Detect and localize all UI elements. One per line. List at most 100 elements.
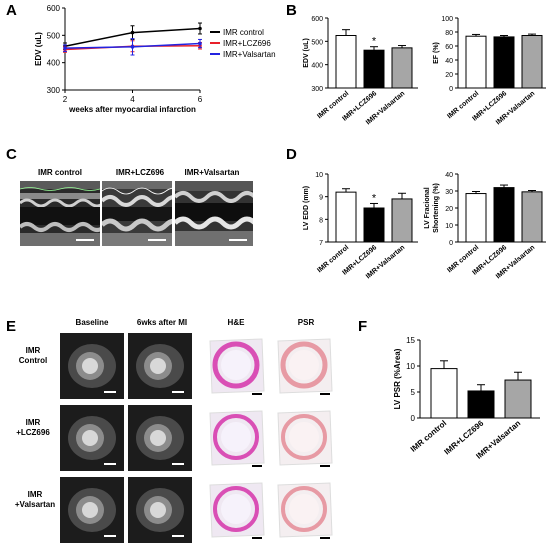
panel-letter-c: C: [6, 146, 17, 163]
y-tick-label: 5: [411, 388, 416, 397]
x-tick-label: 4: [130, 95, 135, 104]
row-head-control-line1: IMR: [25, 346, 41, 355]
thumb-valsartan-week6: [128, 477, 192, 543]
thumb-control-he: [204, 333, 268, 399]
row-head-lcz696-line2: +LCZ696: [16, 428, 50, 437]
y-tick-label: 0: [449, 86, 453, 93]
x-axis-label: weeks after myocardial infarction: [68, 105, 196, 114]
scale-bar: [104, 535, 116, 537]
y-tick-label: 500: [311, 39, 323, 46]
thumb-lcz696-baseline: [60, 405, 124, 471]
y-tick-label: 300: [311, 86, 323, 93]
y-tick-label: 40: [445, 172, 453, 179]
row-head-valsartan: IMR +Valsartan: [10, 490, 60, 510]
mri-lv-cavity: [82, 358, 98, 374]
myocardium-ring: [281, 486, 327, 532]
row-head-control: IMR Control: [10, 346, 56, 366]
y-tick-label: 40: [445, 58, 453, 65]
bar: [363, 49, 385, 89]
thumb-control-week6: [128, 333, 192, 399]
data-point: [130, 45, 135, 49]
thumb-control-psr: [272, 333, 336, 399]
y-tick-label: 500: [47, 31, 61, 40]
myocardium-ring: [281, 414, 327, 460]
row-head-lcz696: IMR +LCZ696: [10, 418, 56, 438]
legend-label: IMR+LCZ696: [223, 39, 271, 48]
myocardium-ring: [213, 414, 259, 460]
mri-lv-cavity: [150, 430, 166, 446]
bar: [391, 47, 413, 89]
y-tick-label: 20: [445, 72, 453, 79]
myocardium-ring: [212, 341, 260, 389]
y-axis-label: LV Fracional: [424, 187, 431, 229]
scale-bar: [252, 537, 262, 539]
y-tick-label: 9: [319, 195, 323, 202]
row-head-control-line2: Control: [18, 356, 48, 365]
bar: [391, 198, 413, 243]
x-tick-label: 2: [63, 95, 68, 104]
panel-letter-f: F: [358, 318, 368, 335]
echo-label-control: IMR control: [38, 168, 82, 177]
panel-letter-b: B: [286, 2, 297, 19]
y-tick-label: 8: [319, 217, 323, 224]
row-head-valsartan-line2: +Valsartan: [14, 500, 56, 509]
bar: [335, 191, 357, 243]
thumb-lcz696-week6: [128, 405, 192, 471]
row-head-valsartan-line1: IMR: [27, 490, 43, 499]
mri-lv-cavity: [150, 502, 166, 518]
data-point: [63, 46, 67, 50]
scale-bar: [172, 391, 184, 393]
y-axis-label: Shortening (%): [433, 183, 440, 233]
echo-scale-bar-valsartan: [229, 239, 247, 241]
scale-bar: [172, 535, 184, 537]
mri-lv-cavity: [82, 430, 98, 446]
scale-bar: [172, 463, 184, 465]
bar: [465, 193, 487, 243]
y-axis-label: LV EDD (mm): [303, 186, 310, 230]
y-tick-label: 0: [411, 414, 416, 423]
thumb-lcz696-he: [204, 405, 268, 471]
scale-bar: [252, 465, 262, 467]
myocardium-ring: [213, 486, 259, 532]
echo-image-valsartan: [175, 181, 253, 246]
y-tick-label: 300: [47, 86, 61, 95]
y-tick-label: 30: [445, 189, 453, 196]
lumen: [289, 350, 319, 380]
mri-lv-cavity: [82, 502, 98, 518]
significance-marker: *: [372, 36, 377, 48]
echo-scale-bar-lcz696: [148, 239, 166, 241]
thumb-valsartan-psr: [272, 477, 336, 543]
y-tick-label: 20: [445, 206, 453, 213]
panel-letter-d: D: [286, 146, 297, 163]
y-tick-label: 80: [445, 30, 453, 37]
y-tick-label: 15: [406, 336, 415, 345]
lumen: [221, 422, 251, 452]
lumen: [289, 422, 319, 452]
bar: [363, 207, 385, 243]
y-tick-label: 400: [311, 63, 323, 70]
thumb-valsartan-baseline: [60, 477, 124, 543]
echo-image-control: [20, 181, 100, 246]
data-point: [130, 30, 135, 35]
y-tick-label: 10: [445, 223, 453, 230]
panel-letter-a: A: [6, 2, 17, 19]
y-tick-label: 400: [47, 59, 61, 68]
y-axis-label: EF (%): [433, 42, 440, 64]
significance-marker: *: [372, 192, 377, 204]
thumb-valsartan-he: [204, 477, 268, 543]
lumen: [221, 350, 251, 380]
column-head-baseline: Baseline: [75, 318, 109, 327]
row-head-lcz696-line1: IMR: [25, 418, 41, 427]
y-axis-label: EDV (uL): [303, 38, 310, 68]
y-axis-label: LV PSR (%Area): [393, 348, 402, 409]
myocardium-ring: [280, 341, 328, 389]
mri-lv-cavity: [150, 358, 166, 374]
y-tick-label: 10: [315, 172, 323, 179]
bar: [465, 35, 487, 89]
echo-scale-bar-control: [76, 239, 94, 241]
bar: [493, 36, 515, 89]
